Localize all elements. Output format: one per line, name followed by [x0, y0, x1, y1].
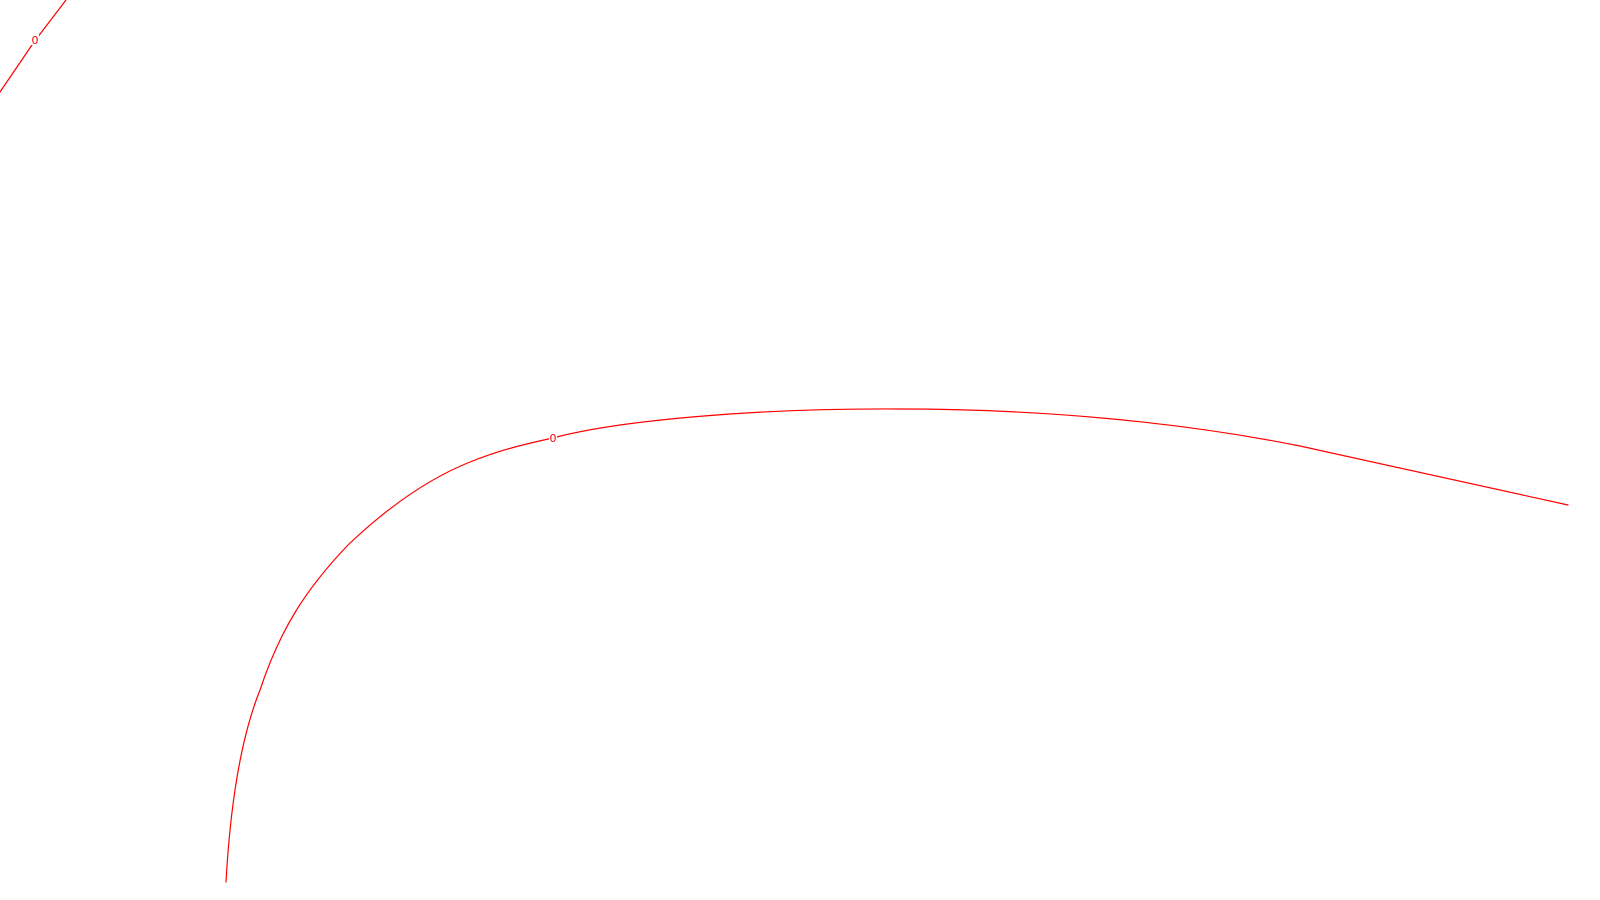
contour-level-label-1: 0 — [32, 34, 39, 47]
contour-layer: 00 — [0, 0, 1569, 883]
contour-label-background-2 — [549, 431, 557, 443]
contour-label-background-1 — [31, 33, 39, 45]
contour-line-2 — [225, 408, 1569, 883]
contour-level-label-2: 0 — [550, 432, 557, 445]
